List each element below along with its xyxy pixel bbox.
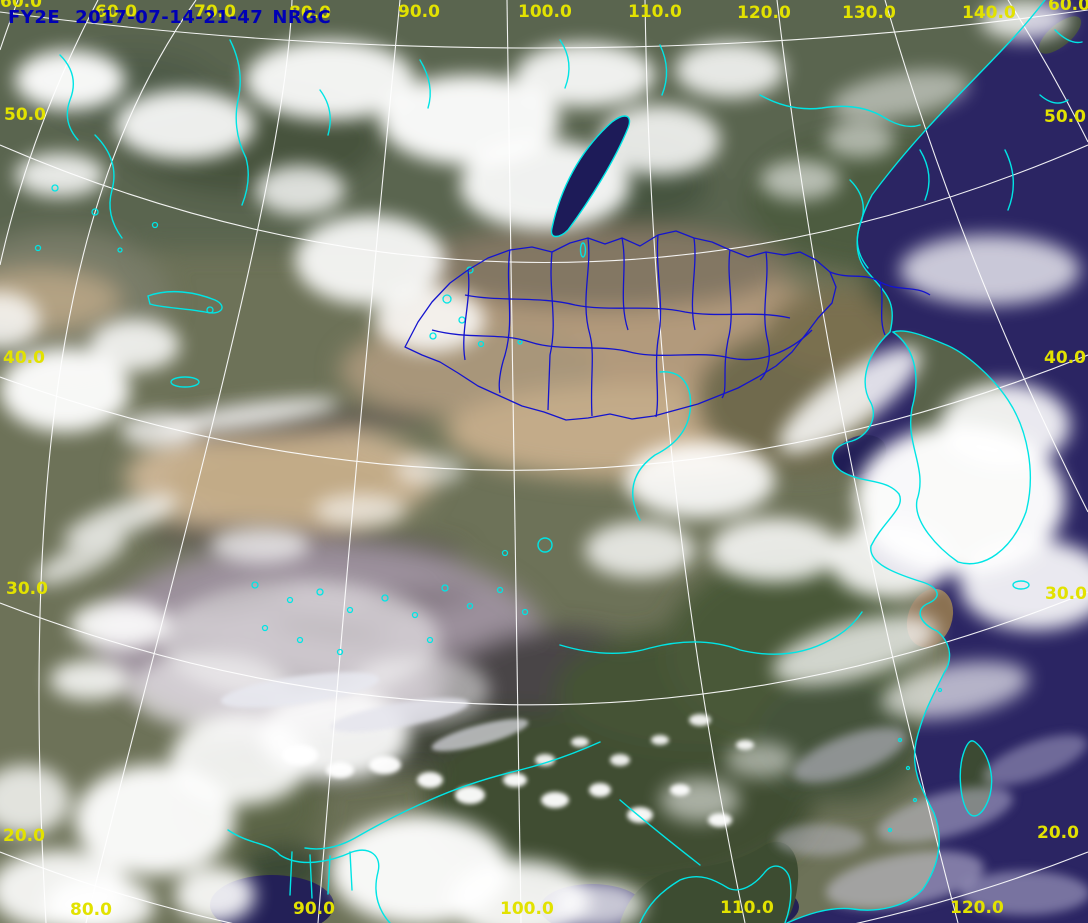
mongolia-province-borders — [431, 234, 813, 418]
parallel-40n — [0, 354, 1088, 471]
meridian-100e — [506, 0, 522, 923]
tonkin-coastline — [639, 865, 792, 923]
lake-qinghai — [537, 537, 553, 553]
grid-label-lat-60-left: 60.0 — [0, 0, 42, 12]
siberia-river — [229, 39, 249, 206]
grid-label-lon-90-top: 90.0 — [398, 2, 440, 22]
grid-label-lat-20-right: 20.0 — [1037, 823, 1079, 843]
satellite-name: FY2E — [8, 7, 61, 28]
meridian-130e — [884, 0, 1088, 513]
small-lakes — [34, 184, 943, 833]
meridian-70e — [38, 0, 197, 923]
siberia-river — [319, 89, 331, 136]
product-code: NRGC — [272, 7, 332, 28]
indochina-land — [620, 841, 799, 923]
grid-label-lon-120-bottom: 120.0 — [950, 898, 1004, 918]
grid-label-lon-120-top: 120.0 — [737, 3, 791, 23]
meridian-140e — [1007, 0, 1088, 143]
primorye-islands — [1004, 149, 1014, 211]
sungari-river — [849, 179, 869, 269]
japan-fragment — [1039, 94, 1069, 104]
mainland-coastline — [786, 0, 1046, 923]
grid-label-lat-60-right: 60.0 — [1048, 0, 1088, 15]
liao-river — [919, 149, 930, 201]
grid-label-lon-60-top: 60.0 — [95, 2, 137, 22]
parallel-60n — [0, 9, 1088, 49]
meridian-50e — [0, 0, 19, 51]
delta-channel — [309, 854, 313, 899]
grid-label-lat-40-right: 40.0 — [1044, 348, 1086, 368]
yellow-river — [632, 371, 692, 521]
coastline-overlay — [34, 0, 1083, 923]
grid-label-lon-80-bottom: 80.0 — [70, 900, 112, 920]
meridian-110e — [644, 0, 746, 923]
grid-label-lon-70-top: 70.0 — [194, 2, 236, 22]
korea-coastline — [891, 330, 1031, 565]
grid-label-lon-100-bottom: 100.0 — [500, 899, 554, 919]
grid-label-lon-90-bottom: 90.0 — [293, 899, 335, 919]
jeju-island — [1012, 580, 1030, 590]
border-overlay — [404, 230, 931, 421]
meridian-60e — [0, 0, 99, 266]
grid-label-lon-100-top: 100.0 — [518, 2, 572, 22]
yangtze-river — [559, 611, 863, 655]
brahmaputra-river — [304, 741, 601, 850]
delta-channel — [327, 855, 331, 895]
lake-hovsgol — [579, 242, 587, 258]
siberia-river — [559, 39, 570, 89]
grid-label-lat-50-right: 50.0 — [1044, 107, 1086, 127]
grid-label-lon-130-top: 130.0 — [842, 3, 896, 23]
grid-label-lat-40-left: 40.0 — [3, 348, 45, 368]
delta-channel — [349, 851, 353, 891]
taiwan-coastline — [959, 740, 993, 817]
grid-label-lon-140-top: 140.0 — [962, 3, 1016, 23]
delta-channel — [289, 851, 293, 896]
meridian-80e — [85, 0, 293, 923]
grid-label-lat-20-left: 20.0 — [3, 826, 45, 846]
meridian-120e — [776, 0, 959, 923]
siberia-river — [59, 54, 79, 141]
lake-issyk-kul — [170, 376, 200, 388]
parallel-30n — [0, 591, 1088, 706]
grid-label-lon-110-bottom: 110.0 — [720, 898, 774, 918]
grid-label-lon-80-top: 80.0 — [289, 3, 331, 23]
lake-baikal — [550, 115, 631, 238]
siberia-river — [94, 134, 123, 239]
grid-label-lat-30-right: 30.0 — [1045, 584, 1087, 604]
meridian-90e — [317, 0, 401, 923]
parallel-20n — [0, 851, 1088, 923]
parallel-50n — [0, 144, 1088, 264]
image-header: FY2E 2017-07-14-21-47 NRGC — [8, 7, 331, 28]
image-timestamp: 2017-07-14-21-47 — [75, 7, 264, 28]
siberia-river — [659, 44, 668, 96]
grid-label-lon-110-top: 110.0 — [628, 2, 682, 22]
grid-label-lat-30-left: 30.0 — [6, 579, 48, 599]
grid-label-lat-50-left: 50.0 — [4, 105, 46, 125]
siberia-river — [419, 59, 431, 109]
japan-fragment — [1054, 29, 1083, 44]
amur-river — [759, 94, 921, 128]
ne-china-border — [879, 281, 886, 336]
red-river — [619, 799, 701, 866]
bengal-coastline — [227, 829, 391, 923]
lake-balkhash — [147, 291, 223, 314]
